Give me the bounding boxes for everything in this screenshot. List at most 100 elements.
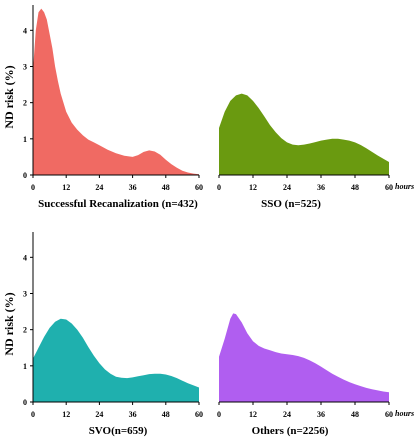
- data-point-1-25: [360, 144, 362, 146]
- data-point-3-31: [388, 391, 390, 393]
- area-series-0: [33, 8, 199, 175]
- y-axis-title: ND risk (%): [2, 292, 16, 355]
- data-point-3-14: [292, 354, 294, 356]
- data-point-1-22: [343, 138, 345, 140]
- data-point-1-24: [354, 141, 356, 143]
- data-point-3-9: [263, 347, 265, 349]
- data-point-3-11: [275, 351, 277, 353]
- data-point-3-23: [343, 378, 345, 380]
- data-point-0-3: [40, 7, 42, 9]
- data-point-0-24: [148, 149, 150, 151]
- data-point-1-28: [377, 154, 379, 156]
- area-series-3: [219, 313, 389, 402]
- panel-title-others-n-2256: Others (n=2256): [252, 425, 329, 437]
- data-point-1-11: [280, 137, 282, 139]
- x-tick-label-60: 60: [195, 410, 203, 419]
- y-tick-label-1: 1: [23, 135, 27, 144]
- x-tick-label-60: 60: [385, 183, 393, 192]
- data-point-0-31: [187, 171, 189, 173]
- data-point-3-21: [331, 373, 333, 375]
- data-point-2-9: [82, 336, 84, 338]
- data-point-0-27: [165, 159, 167, 161]
- data-point-2-5: [60, 318, 62, 320]
- y-tick-label-1: 1: [23, 362, 27, 371]
- x-tick-label-0: 0: [217, 410, 221, 419]
- data-point-2-3: [48, 327, 50, 329]
- data-point-3-24: [348, 381, 350, 383]
- data-point-1-3: [235, 94, 237, 96]
- data-point-3-17: [309, 359, 311, 361]
- data-point-1-21: [337, 138, 339, 140]
- data-point-1-0: [218, 127, 220, 129]
- data-point-0-29: [176, 167, 178, 169]
- data-point-0-19: [115, 152, 117, 154]
- data-point-3-25: [354, 383, 356, 385]
- x-tick-label-48: 48: [162, 410, 170, 419]
- panel-title-svo-n-659: SVO(n=659): [89, 425, 148, 437]
- data-point-2-23: [159, 373, 161, 375]
- data-point-1-13: [292, 143, 294, 145]
- data-point-3-1: [224, 338, 226, 340]
- data-point-3-3: [232, 312, 234, 314]
- data-point-1-12: [286, 141, 288, 143]
- area-series-2: [33, 318, 199, 402]
- x-tick-label-48: 48: [162, 183, 170, 192]
- data-point-0-15: [87, 138, 89, 140]
- data-point-1-7: [258, 107, 260, 109]
- data-point-3-13: [286, 353, 288, 355]
- data-point-3-5: [241, 321, 243, 323]
- data-point-1-18: [320, 139, 322, 141]
- data-point-2-7: [71, 322, 73, 324]
- data-point-2-18: [131, 376, 133, 378]
- data-point-3-15: [297, 355, 299, 357]
- data-point-1-16: [309, 142, 311, 144]
- data-point-0-4: [43, 11, 45, 13]
- data-point-1-2: [229, 100, 231, 102]
- data-point-0-5: [46, 18, 48, 20]
- y-tick-label-0: 0: [23, 398, 27, 407]
- data-point-0-2: [37, 11, 39, 13]
- data-point-0-23: [143, 151, 145, 153]
- area-series-1: [219, 93, 389, 175]
- data-point-0-8: [54, 65, 56, 67]
- x-tick-label-12: 12: [62, 410, 70, 419]
- data-point-3-16: [303, 357, 305, 359]
- data-point-1-17: [314, 141, 316, 143]
- data-point-0-26: [159, 154, 161, 156]
- data-point-3-0: [218, 356, 220, 358]
- x-tick-label-24: 24: [95, 183, 103, 192]
- data-point-0-6: [48, 33, 50, 35]
- y-tick-label-4: 4: [23, 26, 27, 35]
- data-point-2-29: [192, 384, 194, 386]
- data-point-2-2: [43, 336, 45, 338]
- data-point-1-26: [365, 147, 367, 149]
- data-point-0-18: [107, 149, 109, 151]
- data-point-1-30: [388, 161, 390, 163]
- data-point-1-14: [297, 144, 299, 146]
- y-tick-label-0: 0: [23, 171, 27, 180]
- data-point-2-1: [37, 347, 39, 349]
- chart-panel-others: 0 12 24 36 48 60 hours Others (n=2256): [217, 312, 414, 437]
- data-point-3-18: [314, 362, 316, 364]
- data-point-2-8: [76, 329, 78, 331]
- data-point-2-11: [93, 355, 95, 357]
- data-point-3-29: [377, 389, 379, 391]
- data-point-3-22: [337, 376, 339, 378]
- data-point-2-28: [187, 382, 189, 384]
- x-tick-label-24: 24: [283, 410, 291, 419]
- data-point-3-10: [269, 349, 271, 351]
- data-point-3-8: [258, 345, 260, 347]
- data-point-2-6: [65, 318, 67, 320]
- panel-title-successful-recanalization-n-432: Successful Recanalization (n=432): [38, 198, 198, 210]
- x-tick-label-0: 0: [31, 183, 35, 192]
- data-point-1-10: [275, 131, 277, 133]
- data-point-2-24: [165, 373, 167, 375]
- x-tick-label-48: 48: [351, 410, 359, 419]
- x-tick-label-36: 36: [317, 183, 325, 192]
- data-point-0-7: [51, 47, 53, 49]
- data-point-0-10: [60, 92, 62, 94]
- data-point-0-13: [76, 129, 78, 131]
